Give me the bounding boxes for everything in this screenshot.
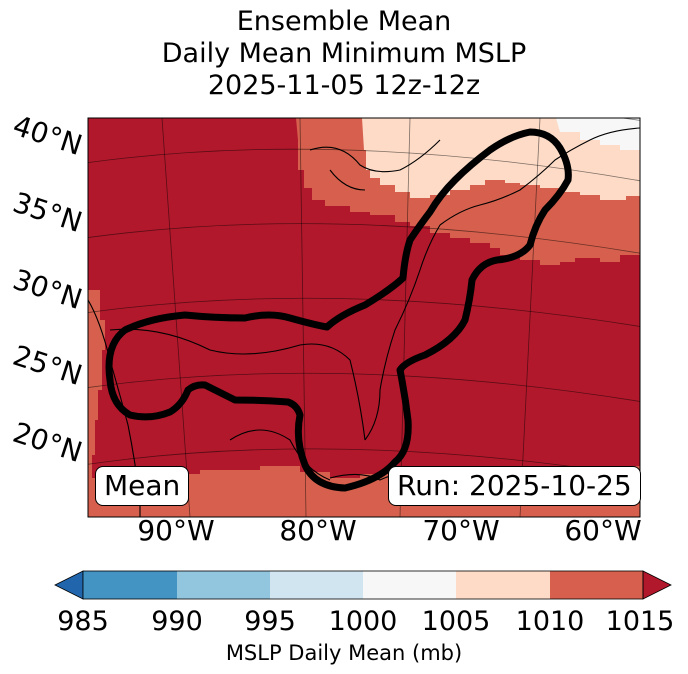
mean-label-box: Mean [95, 466, 190, 506]
title-line-2: Daily Mean Minimum MSLP [161, 38, 527, 69]
colorbar-tick-990: 990 [151, 606, 203, 637]
colorbar-over-arrow [642, 570, 672, 600]
colorbar-bin-985-990 [83, 571, 177, 599]
title-line-3: 2025-11-05 12z-12z [207, 70, 481, 101]
colorbar-bin-990-995 [177, 571, 270, 599]
colorbar-frame [82, 570, 644, 600]
mslp-field-1010-1015-west [88, 290, 105, 517]
colorbar-label: MSLP Daily Mean (mb) [225, 641, 463, 665]
colorbar-bin-995-1000 [270, 571, 363, 599]
colorbar-tick-1015: 1015 [605, 606, 675, 637]
lon-label-70w: 70°W [422, 514, 500, 547]
mslp-field-1000-1005 [556, 118, 640, 150]
map-area [88, 118, 640, 517]
colorbar-bin-1005-1010 [456, 571, 550, 599]
lon-label-60w: 60°W [564, 514, 642, 547]
colorbar-tick-995: 995 [244, 606, 296, 637]
chart-title: Ensemble Mean Daily Mean Minimum MSLP 20… [0, 6, 688, 102]
map-frame [87, 117, 641, 518]
colorbar-bin-1000-1005 [363, 571, 456, 599]
colorbar-bin-1010-1015 [550, 571, 643, 599]
title-line-1: Ensemble Mean [236, 6, 452, 37]
run-date-box: Run: 2025-10-25 [388, 466, 641, 506]
colorbar-tick-985: 985 [57, 606, 109, 637]
lon-label-90w: 90°W [137, 514, 215, 547]
lon-label-80w: 80°W [279, 514, 357, 547]
colorbar-under-arrow [54, 570, 84, 600]
colorbar [54, 570, 672, 600]
colorbar-tick-1010: 1010 [515, 606, 585, 637]
contour-1015 [105, 128, 572, 492]
colorbar-tick-1000: 1000 [328, 606, 398, 637]
colorbar-tick-1005: 1005 [421, 606, 491, 637]
